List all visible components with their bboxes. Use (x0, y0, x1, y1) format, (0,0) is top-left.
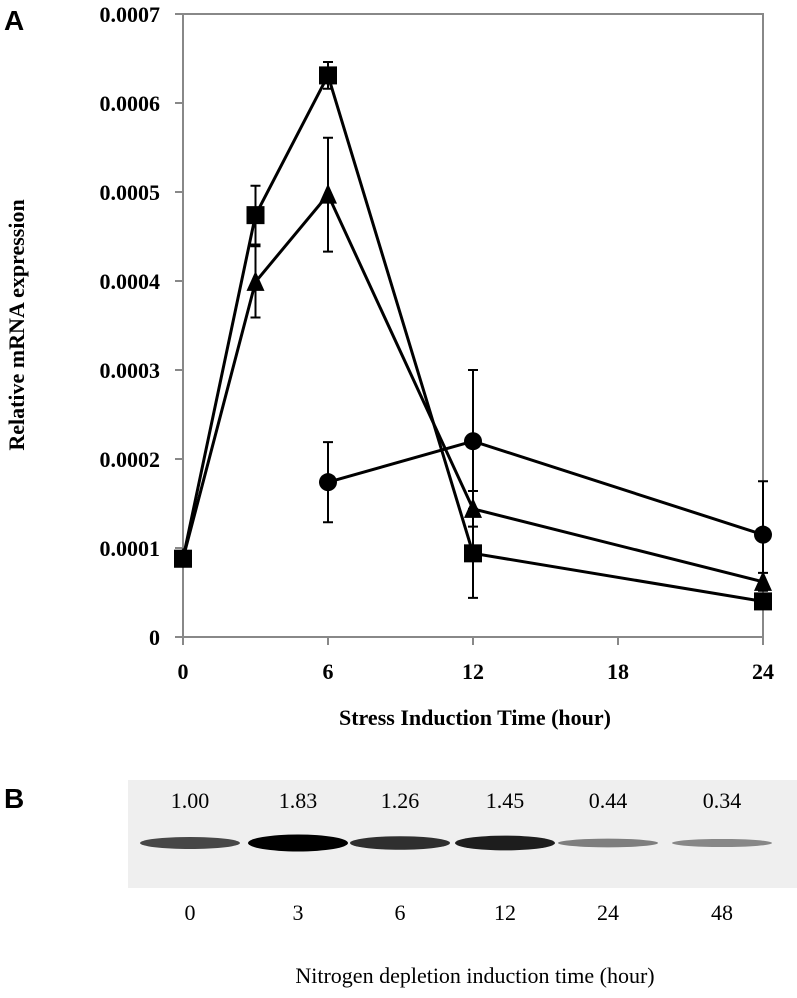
intensity-label: 1.45 (486, 788, 525, 813)
x-tick-label: 24 (752, 659, 774, 684)
marker (319, 183, 337, 204)
blot-band (558, 838, 658, 848)
lane-label: 48 (711, 900, 733, 925)
x-tick-label: 0 (178, 659, 189, 684)
blot-x-label: Nitrogen depletion induction time (hour) (295, 963, 654, 988)
intensity-label: 1.00 (171, 788, 210, 813)
intensity-label: 0.44 (589, 788, 628, 813)
y-tick-label: 0.0002 (100, 447, 161, 472)
y-tick-label: 0.0001 (100, 536, 161, 561)
y-tick-label: 0.0006 (100, 91, 161, 116)
lane-label: 12 (494, 900, 516, 925)
series-line (327, 439, 764, 537)
blot-band (455, 835, 555, 851)
blot-membrane (128, 780, 797, 888)
x-axis-label: Stress Induction Time (hour) (339, 705, 611, 730)
marker (246, 270, 265, 291)
y-tick-label: 0.0003 (100, 358, 161, 383)
lane-label: 24 (597, 900, 619, 925)
intensity-label: 1.26 (381, 788, 420, 813)
y-tick-label: 0.0005 (100, 180, 161, 205)
marker (754, 592, 772, 611)
lane-label: 0 (185, 900, 196, 925)
panel-label: A (4, 5, 24, 36)
y-tick-label: 0.0007 (100, 2, 161, 27)
marker (174, 549, 192, 568)
y-axis-label: Relative mRNA expression (4, 199, 29, 450)
blot-band (672, 838, 772, 848)
marker (464, 544, 482, 563)
x-tick-label: 12 (462, 659, 484, 684)
marker (464, 432, 482, 451)
lane-label: 6 (395, 900, 406, 925)
y-tick-label: 0.0004 (100, 269, 161, 294)
y-tick-label: 0 (149, 625, 160, 650)
x-tick-label: 18 (607, 659, 629, 684)
intensity-label: 0.34 (703, 788, 742, 813)
x-tick-label: 6 (323, 659, 334, 684)
intensity-label: 1.83 (279, 788, 318, 813)
marker (754, 525, 772, 544)
blot-band (350, 836, 450, 850)
blot-band (248, 834, 348, 852)
marker (319, 473, 337, 492)
panel-label: B (4, 783, 24, 814)
blot-band (140, 837, 240, 849)
marker (319, 66, 337, 85)
lane-label: 3 (293, 900, 304, 925)
marker (246, 206, 265, 225)
